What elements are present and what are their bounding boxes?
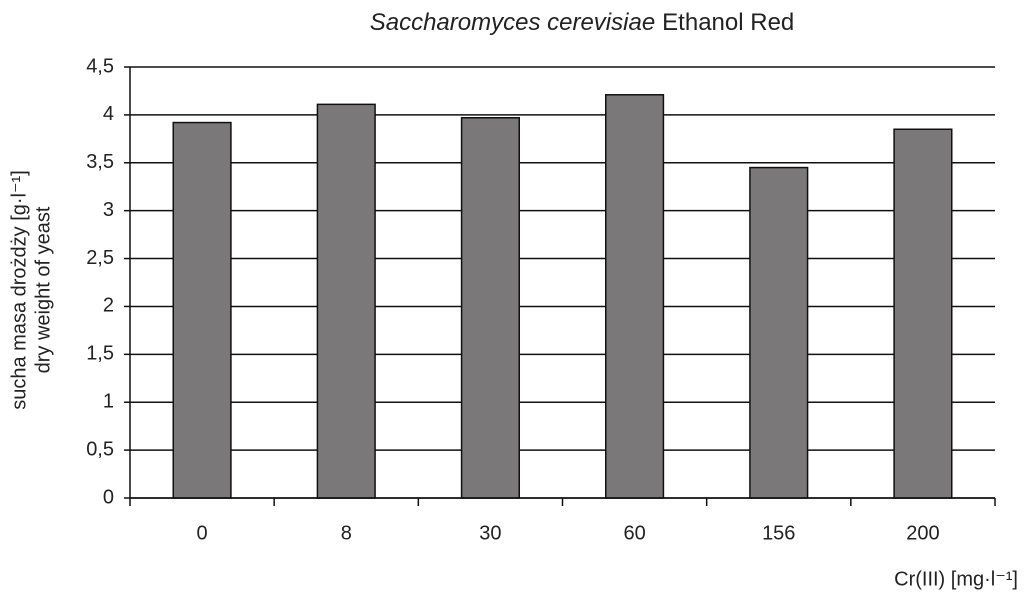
y-tick-label: 2,5	[86, 247, 114, 269]
bar	[316, 103, 376, 499]
y-tick-label: 2	[103, 295, 114, 317]
y-label-group: sucha masa drożdży [g·l⁻¹] dry weight of…	[8, 170, 54, 410]
bar	[460, 117, 521, 499]
bar	[893, 128, 953, 499]
y-tick-label: 4	[103, 103, 114, 125]
bar	[605, 94, 665, 499]
y-tick-label: 1,5	[86, 343, 114, 365]
title-plain: Ethanol Red	[662, 9, 794, 36]
chart-title: Saccharomyces cerevisiae Ethanol Red	[370, 9, 795, 36]
bar	[749, 166, 809, 499]
y-tick-label: 3	[103, 199, 114, 221]
title-italic: Saccharomyces cerevisiae	[370, 9, 655, 36]
y-tick-label: 0	[103, 486, 114, 508]
y-tick-label: 4,5	[86, 55, 114, 77]
bar	[172, 121, 232, 499]
x-tick-label: 60	[623, 522, 645, 544]
y-tick-label: 1	[103, 391, 114, 413]
x-tick-label: 156	[762, 522, 795, 544]
x-tick-label: 200	[906, 522, 939, 544]
y-axis-label: dry weight of yeast	[32, 206, 54, 373]
y-tick-label: 0,5	[86, 438, 114, 460]
x-tick-label: 8	[341, 522, 352, 544]
x-tick-label: 30	[479, 522, 501, 544]
x-tick-label: 0	[197, 522, 208, 544]
y-axis-label: sucha masa drożdży [g·l⁻¹]	[8, 170, 30, 410]
y-tick-label: 3,5	[86, 151, 114, 173]
x-axis-label: Cr(III) [mg·l⁻¹]	[894, 568, 1018, 590]
